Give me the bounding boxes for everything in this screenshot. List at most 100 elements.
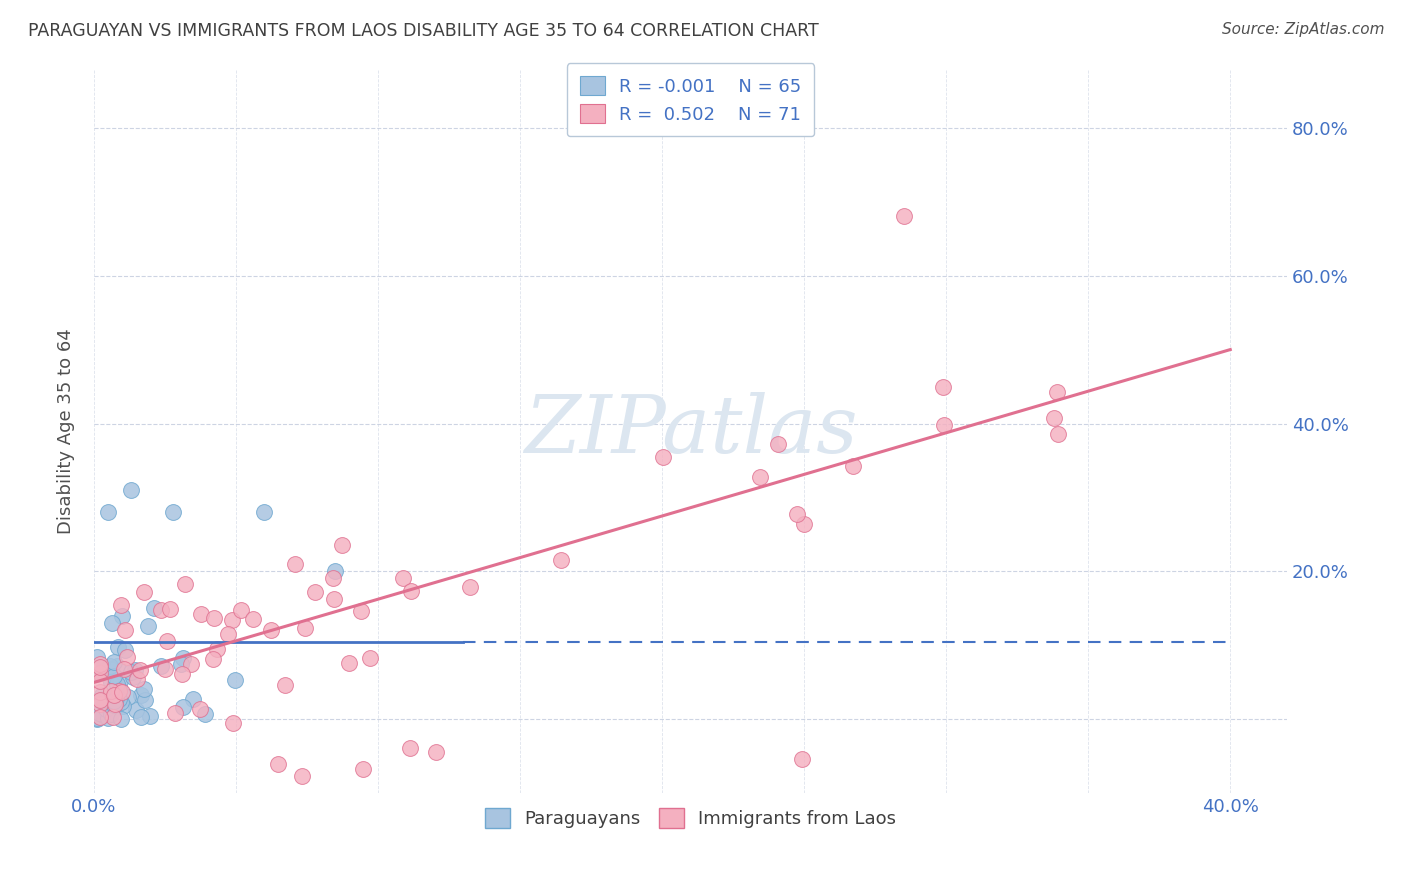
Point xyxy=(90,694,112,708)
Point xyxy=(274,678,297,692)
Point xyxy=(793,516,815,531)
Point xyxy=(112,699,135,714)
Point xyxy=(172,651,194,665)
Point xyxy=(112,662,135,676)
Point xyxy=(108,674,131,689)
Point xyxy=(97,505,120,519)
Point xyxy=(104,697,127,711)
Point xyxy=(105,659,128,673)
Point xyxy=(111,608,134,623)
Point xyxy=(153,662,176,676)
Point xyxy=(104,671,127,685)
Point xyxy=(242,612,264,626)
Point xyxy=(150,658,173,673)
Point xyxy=(132,681,155,696)
Point xyxy=(89,710,111,724)
Point xyxy=(122,670,145,684)
Point xyxy=(202,611,225,625)
Point xyxy=(105,676,128,690)
Point xyxy=(304,585,326,599)
Point xyxy=(260,623,283,637)
Point xyxy=(170,657,193,671)
Point xyxy=(89,673,111,688)
Point xyxy=(217,627,239,641)
Point xyxy=(652,450,675,464)
Point xyxy=(330,538,353,552)
Point xyxy=(134,692,156,706)
Point xyxy=(110,694,132,708)
Point xyxy=(89,665,111,680)
Point xyxy=(89,685,111,699)
Point xyxy=(131,688,153,702)
Point xyxy=(97,711,120,725)
Point xyxy=(94,700,117,714)
Legend: Paraguayans, Immigrants from Laos: Paraguayans, Immigrants from Laos xyxy=(478,801,904,835)
Point xyxy=(294,621,316,635)
Point xyxy=(93,698,115,713)
Text: Source: ZipAtlas.com: Source: ZipAtlas.com xyxy=(1222,22,1385,37)
Point xyxy=(103,709,125,723)
Point xyxy=(172,667,194,681)
Point xyxy=(163,706,186,720)
Point xyxy=(425,745,447,759)
Point xyxy=(893,210,915,224)
Point xyxy=(108,684,131,698)
Point xyxy=(932,417,955,432)
Point xyxy=(325,565,347,579)
Point xyxy=(94,701,117,715)
Point xyxy=(284,557,307,571)
Point xyxy=(139,709,162,723)
Point xyxy=(115,650,138,665)
Point xyxy=(100,662,122,676)
Point xyxy=(398,741,420,756)
Point xyxy=(89,660,111,674)
Point xyxy=(156,634,179,648)
Point xyxy=(98,659,121,673)
Point xyxy=(108,682,131,697)
Point xyxy=(229,603,252,617)
Point xyxy=(103,694,125,708)
Point xyxy=(201,652,224,666)
Point xyxy=(162,505,184,519)
Point xyxy=(86,667,108,681)
Point xyxy=(105,700,128,714)
Point xyxy=(103,688,125,702)
Point xyxy=(790,752,813,766)
Point xyxy=(103,655,125,669)
Point xyxy=(322,591,344,606)
Text: PARAGUAYAN VS IMMIGRANTS FROM LAOS DISABILITY AGE 35 TO 64 CORRELATION CHART: PARAGUAYAN VS IMMIGRANTS FROM LAOS DISAB… xyxy=(28,22,818,40)
Point xyxy=(100,683,122,698)
Point xyxy=(550,553,572,567)
Point xyxy=(134,585,156,599)
Point xyxy=(221,613,243,627)
Point xyxy=(86,649,108,664)
Point xyxy=(350,604,373,618)
Point xyxy=(89,697,111,711)
Point xyxy=(1046,384,1069,399)
Point xyxy=(103,698,125,712)
Point xyxy=(149,603,172,617)
Point xyxy=(188,702,211,716)
Point xyxy=(114,624,136,638)
Point xyxy=(89,657,111,671)
Text: ZIPatlas: ZIPatlas xyxy=(524,392,858,470)
Point xyxy=(110,599,132,613)
Point xyxy=(172,700,194,714)
Point xyxy=(267,756,290,771)
Point xyxy=(207,642,229,657)
Point xyxy=(1046,427,1069,442)
Point xyxy=(89,706,111,721)
Point xyxy=(749,470,772,484)
Point xyxy=(458,581,481,595)
Point xyxy=(124,663,146,677)
Point xyxy=(86,710,108,724)
Point xyxy=(173,577,195,591)
Point xyxy=(180,657,202,672)
Point xyxy=(100,707,122,722)
Point xyxy=(91,707,114,722)
Point xyxy=(842,458,865,473)
Point xyxy=(786,507,808,521)
Point xyxy=(91,688,114,702)
Point xyxy=(108,691,131,706)
Point xyxy=(89,693,111,707)
